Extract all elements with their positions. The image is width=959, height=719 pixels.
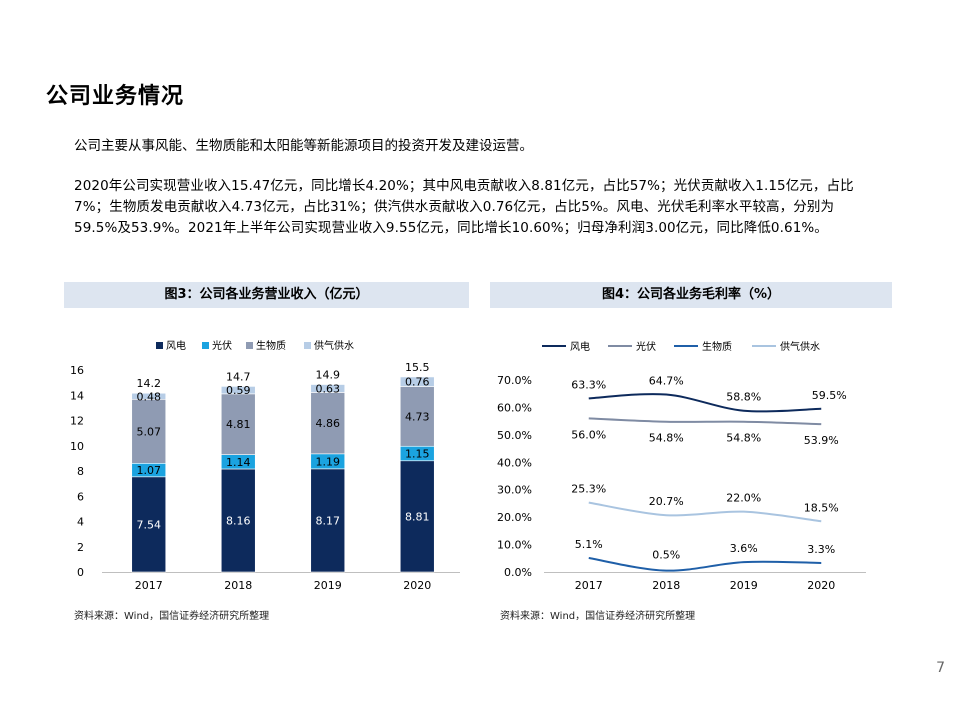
bar-segment-2 [399,386,435,447]
x-tick-label: 2020 [807,579,835,592]
data-label: 20.7% [649,495,684,508]
y-tick-label: 14 [70,389,84,402]
bar-segment-3 [310,384,346,393]
figure4-source: 资料来源：Wind，国信证券经济研究所整理 [500,611,696,622]
bar-value-label: 0.59 [226,384,251,397]
y-tick-label: 16 [70,364,84,377]
x-tick-label: 2019 [730,579,758,592]
data-label: 64.7% [649,375,684,388]
legend-label-3: 供气供水 [780,340,820,353]
legend-label-1: 光伏 [636,340,656,353]
data-label: 54.8% [726,432,761,445]
x-tick-label: 2018 [652,579,680,592]
bar-value-label: 0.63 [316,382,341,395]
legend-label-2: 生物质 [702,340,732,353]
revenue-stacked-bar-chart: 风电 光伏 生物质 供气供水 0 2 4 6 8 10 12 14 16 7.54 1.07 5.07 0.48… [70,339,460,592]
gross-margin-line-chart: 风电 光伏 生物质 供气供水 0.0% 10.0% 20.0% 30.0% 40.0% 50.0%… [497,340,866,592]
bar-value-label: 1.07 [137,464,162,477]
y-tick-label: 4 [77,516,84,529]
data-label: 3.6% [730,542,758,555]
figure3-title: 图3：公司各业务营业收入（亿元） [64,282,469,308]
legend-label-0: 风电 [570,340,590,353]
bar-segment-2 [131,398,167,464]
legend-label-3: 供气供水 [314,339,354,352]
y-tick-label: 10 [70,440,84,453]
data-label: 54.8% [649,432,684,445]
y-tick-label: 2 [77,541,84,554]
bar-segment-0 [310,468,346,573]
bar-value-label: 7.54 [137,518,162,531]
y-tick-label: 50.0% [497,429,532,442]
bar-value-label: 1.14 [226,456,251,469]
data-label: 56.0% [571,428,606,441]
bar-total-label: 14.9 [316,369,341,382]
data-label: 63.3% [571,378,606,391]
y-tick-label: 60.0% [497,401,532,414]
bar-value-label: 4.81 [226,418,251,431]
figure4-title: 图4：公司各业务毛利率（%） [490,282,892,308]
bar-value-label: 4.73 [405,410,430,423]
x-tick-label: 2017 [135,579,163,592]
bar-value-label: 1.19 [316,455,341,468]
bar-segment-3 [131,392,167,400]
y-tick-label: 8 [77,465,84,478]
bar-segment-0 [220,468,256,573]
bar-value-label: 0.76 [405,376,430,389]
legend-swatch-1 [202,342,209,349]
detail-paragraph: 2020年公司实现营业收入15.47亿元，同比增长4.20%；其中风电贡献收入8… [74,178,854,236]
y-tick-label: 20.0% [497,511,532,524]
bar-segment-2 [220,393,256,455]
intro-paragraph: 公司主要从事风能、生物质能和太阳能等新能源项目的投资开发及建设运营。 [74,138,533,154]
bar-segment-3 [399,376,435,387]
series-line-1 [588,417,822,426]
data-label: 53.9% [804,434,839,447]
bar-value-label: 5.07 [137,425,162,438]
x-tick-label: 2020 [403,579,431,592]
series-line-2 [588,557,822,572]
series-line-3 [588,501,822,523]
bar-value-label: 8.17 [316,514,341,527]
legend-label-1: 光伏 [212,339,232,352]
bar-total-label: 15.5 [405,361,430,374]
page-number: 7 [936,660,945,676]
y-tick-label: 0.0% [504,566,532,579]
figure3-source: 资料来源：Wind，国信证券经济研究所整理 [74,611,270,622]
legend-swatch-3 [304,342,311,349]
data-label: 3.3% [807,543,835,556]
legend-swatch-0 [156,342,163,349]
data-label: 22.0% [726,492,761,505]
y-tick-label: 0 [77,566,84,579]
x-tick-label: 2018 [224,579,252,592]
y-tick-label: 10.0% [497,539,532,552]
series-line-0 [588,393,822,413]
bar-value-label: 4.86 [316,417,341,430]
bar-segment-0 [131,476,167,573]
legend-swatch-2 [246,342,253,349]
bar-value-label: 0.48 [137,390,162,403]
y-tick-label: 70.0% [497,374,532,387]
y-tick-label: 30.0% [497,484,532,497]
data-label: 5.1% [575,538,603,551]
data-label: 58.8% [726,391,761,404]
data-label: 18.5% [804,501,839,514]
bar-value-label: 8.16 [226,514,251,527]
bar-total-label: 14.2 [137,377,162,390]
y-tick-label: 6 [77,490,84,503]
y-tick-label: 40.0% [497,456,532,469]
data-label: 59.5% [812,389,847,402]
bar-total-label: 14.7 [226,370,251,383]
legend-label-2: 生物质 [256,339,286,352]
bar-segment-3 [220,386,256,395]
x-tick-label: 2017 [575,579,603,592]
data-label: 0.5% [652,549,680,562]
bar-value-label: 1.15 [405,448,430,461]
bar-value-label: 8.81 [405,510,430,523]
page-title: 公司业务情况 [46,84,185,109]
y-tick-label: 12 [70,415,84,428]
data-label: 25.3% [571,483,606,496]
x-tick-label: 2019 [314,579,342,592]
legend-label-0: 风电 [166,339,186,352]
